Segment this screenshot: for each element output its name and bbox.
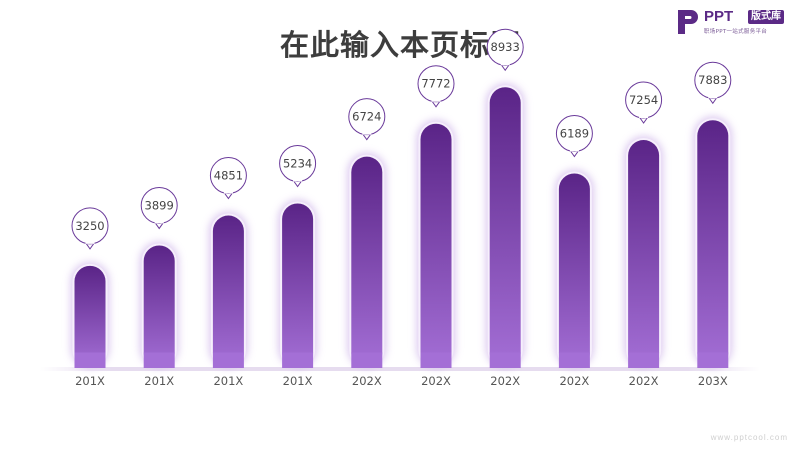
- bar: [558, 173, 590, 368]
- bar-group: 4851 201X: [208, 157, 248, 388]
- bar-base: [489, 352, 521, 368]
- x-tick-label: 202X: [559, 374, 589, 388]
- callout-joint: [223, 190, 233, 194]
- data-label: 7772: [421, 77, 450, 91]
- bar-group: 8933 202X: [485, 28, 525, 388]
- bar-base: [212, 352, 244, 368]
- bar-group: 6724 202X: [347, 98, 387, 388]
- logo-badge: 版式库: [748, 10, 784, 24]
- bar-base: [282, 352, 314, 368]
- bar-group: 3250 201X: [70, 207, 110, 388]
- bar: [420, 123, 452, 368]
- callout-joint: [85, 240, 95, 244]
- bar: [212, 215, 244, 368]
- x-tick-label: 201X: [283, 374, 313, 388]
- callout-joint: [362, 131, 372, 135]
- data-label: 7883: [698, 73, 727, 87]
- page-title: 在此输入本页标题: [279, 28, 520, 62]
- bar-base: [351, 352, 383, 368]
- callout-joint: [431, 98, 441, 102]
- bar: [143, 245, 175, 368]
- callout-joint: [639, 115, 649, 119]
- bar-base: [697, 352, 729, 368]
- callout-joint: [500, 62, 510, 66]
- logo-p-icon: [678, 10, 698, 34]
- bar: [351, 156, 383, 368]
- x-tick-label: 203X: [698, 374, 728, 388]
- bar: [282, 203, 314, 368]
- data-label: 7254: [629, 93, 658, 107]
- bar-group: 7254 202X: [624, 81, 664, 388]
- bar-group: 7883 203X: [693, 61, 733, 388]
- bar-group: 3899 201X: [139, 186, 179, 388]
- callout-joint: [569, 148, 579, 152]
- callout-joint: [708, 95, 718, 99]
- bar: [628, 140, 660, 368]
- bar-group: 7772 202X: [416, 65, 456, 388]
- bar-base: [74, 352, 106, 368]
- data-label: 8933: [491, 40, 520, 54]
- bar-group: 6189 202X: [554, 114, 594, 388]
- data-label: 6724: [352, 110, 381, 124]
- bar: [74, 265, 106, 368]
- bar: [697, 120, 729, 369]
- x-tick-label: 202X: [629, 374, 659, 388]
- brand-logo: PPT 版式库 职场PPT一站式服务平台: [676, 8, 798, 38]
- x-tick-label: 202X: [421, 374, 451, 388]
- bar: [489, 87, 521, 369]
- x-tick-label: 201X: [144, 374, 174, 388]
- footer-url: www.pptcool.com: [710, 433, 788, 442]
- logo-tagline: 职场PPT一站式服务平台: [704, 29, 768, 35]
- data-label: 3250: [75, 219, 104, 233]
- callout-joint: [154, 220, 164, 224]
- x-tick-label: 202X: [352, 374, 382, 388]
- x-tick-label: 201X: [213, 374, 243, 388]
- data-label: 5234: [283, 157, 312, 171]
- x-tick-label: 202X: [490, 374, 520, 388]
- chart-baseline: [40, 367, 760, 371]
- bar-group: 5234 201X: [278, 145, 318, 388]
- bar-base: [420, 352, 452, 368]
- bar-base: [628, 352, 660, 368]
- bar-base: [558, 352, 590, 368]
- callout-joint: [293, 178, 303, 182]
- logo-brand-text: PPT: [704, 8, 734, 25]
- data-label: 3899: [145, 198, 174, 212]
- data-label: 6189: [560, 126, 589, 140]
- data-label: 4851: [214, 169, 243, 183]
- x-tick-label: 201X: [75, 374, 105, 388]
- bar-base: [143, 352, 175, 368]
